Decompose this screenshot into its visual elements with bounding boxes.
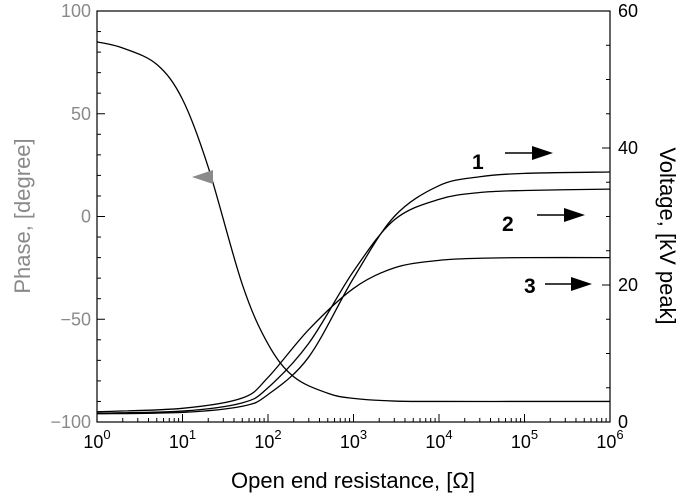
voltage-curve-1 — [96, 171, 611, 415]
right-axis-ticks: 60 40 20 0 — [602, 1, 638, 432]
curve-3-label: 3 — [524, 275, 536, 298]
left-tick-label: 100 — [61, 1, 91, 21]
right-tick-label: 0 — [618, 412, 628, 432]
x-tick-label: 100 — [83, 427, 110, 452]
voltage-curve-2 — [96, 188, 611, 414]
right-tick-label: 40 — [618, 138, 638, 158]
left-axis-title: Phase, [degree] — [10, 138, 35, 293]
curves — [96, 41, 611, 415]
left-tick-label: −100 — [50, 412, 91, 432]
curve-3-label-group: 3 — [524, 275, 592, 298]
curve-1-label-group: 1 — [472, 146, 553, 174]
x-tick-label: 104 — [425, 427, 452, 452]
right-tick-label: 60 — [618, 1, 638, 21]
phase-axis-arrow — [192, 170, 213, 184]
x-tick-label: 105 — [511, 427, 538, 452]
x-tick-label: 102 — [254, 427, 281, 452]
left-tick-label: −50 — [60, 309, 91, 329]
x-tick-label: 101 — [169, 427, 196, 452]
x-axis-title: Open end resistance, [Ω] — [231, 468, 475, 493]
curve-1-label: 1 — [472, 151, 484, 174]
left-tick-label: 0 — [81, 207, 91, 227]
left-tick-label: 50 — [71, 104, 91, 124]
right-tick-label: 20 — [618, 275, 638, 295]
right-axis-title: Voltage, [kV peak] — [655, 147, 680, 324]
voltage-curve-3 — [96, 256, 611, 413]
x-tick-label: 106 — [596, 427, 623, 452]
x-tick-label: 103 — [340, 427, 367, 452]
curve-2-label: 2 — [502, 213, 514, 236]
x-axis-ticks: 100 101 102 103 104 105 106 — [83, 414, 624, 452]
phase-curve — [96, 41, 610, 403]
plot-frame — [96, 10, 611, 423]
left-axis-ticks: 100 50 0 −50 −100 — [50, 1, 105, 432]
curve-2-label-group: 2 — [502, 208, 585, 236]
